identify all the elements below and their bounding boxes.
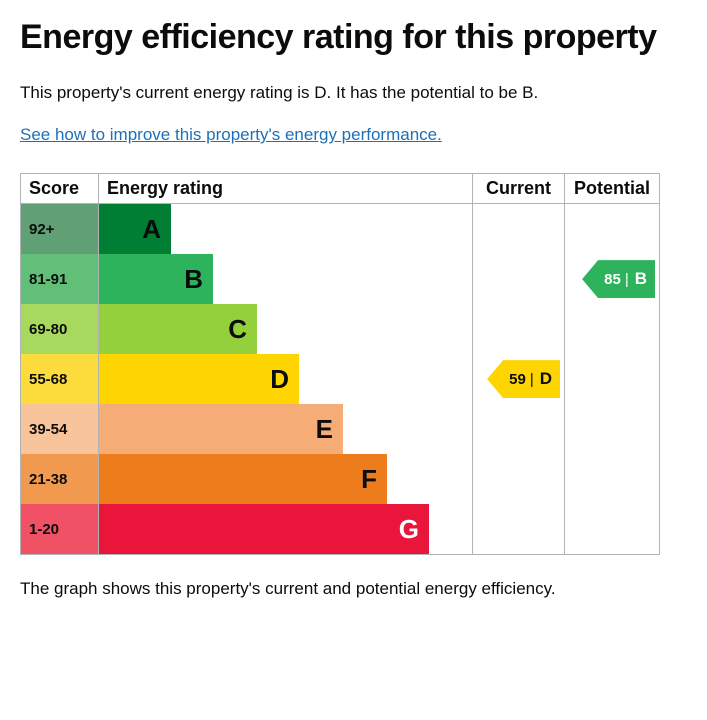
header-potential: Potential	[565, 174, 659, 203]
score-cell: 1-20	[21, 504, 99, 554]
rating-area: D	[99, 354, 473, 404]
energy-rating-chart: Score Energy rating Current Potential 92…	[20, 173, 660, 555]
potential-cell	[565, 404, 659, 454]
potential-cell	[565, 504, 659, 554]
rating-area: A	[99, 204, 473, 254]
rating-bar-a: A	[99, 204, 171, 254]
chart-header: Score Energy rating Current Potential	[21, 174, 659, 204]
intro-text: This property's current energy rating is…	[20, 83, 687, 103]
header-score: Score	[21, 174, 99, 203]
header-current: Current	[473, 174, 565, 203]
score-cell: 39-54	[21, 404, 99, 454]
current-cell: 59|D	[473, 354, 565, 404]
score-cell: 81-91	[21, 254, 99, 304]
rating-bar-e: E	[99, 404, 343, 454]
band-row-d: 55-68D 59|D	[21, 354, 659, 404]
rating-bar-b: B	[99, 254, 213, 304]
score-cell: 92+	[21, 204, 99, 254]
rating-area: C	[99, 304, 473, 354]
header-rating: Energy rating	[99, 174, 473, 203]
potential-cell	[565, 454, 659, 504]
rating-area: E	[99, 404, 473, 454]
current-tag: 59|D	[487, 360, 560, 398]
current-cell	[473, 404, 565, 454]
score-cell: 69-80	[21, 304, 99, 354]
rating-area: B	[99, 254, 473, 304]
improve-link[interactable]: See how to improve this property's energ…	[20, 125, 442, 145]
potential-tag: 85|B	[582, 260, 655, 298]
band-row-e: 39-54E	[21, 404, 659, 454]
current-cell	[473, 254, 565, 304]
band-row-a: 92+A	[21, 204, 659, 254]
potential-cell	[565, 204, 659, 254]
score-cell: 21-38	[21, 454, 99, 504]
band-row-b: 81-91B 85|B	[21, 254, 659, 304]
rating-bar-g: G	[99, 504, 429, 554]
rating-area: F	[99, 454, 473, 504]
band-row-c: 69-80C	[21, 304, 659, 354]
band-row-f: 21-38F	[21, 454, 659, 504]
score-cell: 55-68	[21, 354, 99, 404]
current-cell	[473, 204, 565, 254]
potential-cell	[565, 304, 659, 354]
rating-bar-c: C	[99, 304, 257, 354]
potential-cell	[565, 354, 659, 404]
chart-body: 92+A81-91B 85|B 69-80C55-68D 59|D 39-54E21-3…	[21, 204, 659, 554]
band-row-g: 1-20G	[21, 504, 659, 554]
potential-cell: 85|B	[565, 254, 659, 304]
current-cell	[473, 454, 565, 504]
current-cell	[473, 504, 565, 554]
rating-bar-d: D	[99, 354, 299, 404]
rating-area: G	[99, 504, 473, 554]
page-title: Energy efficiency rating for this proper…	[20, 18, 687, 57]
current-cell	[473, 304, 565, 354]
footer-text: The graph shows this property's current …	[20, 579, 687, 599]
rating-bar-f: F	[99, 454, 387, 504]
